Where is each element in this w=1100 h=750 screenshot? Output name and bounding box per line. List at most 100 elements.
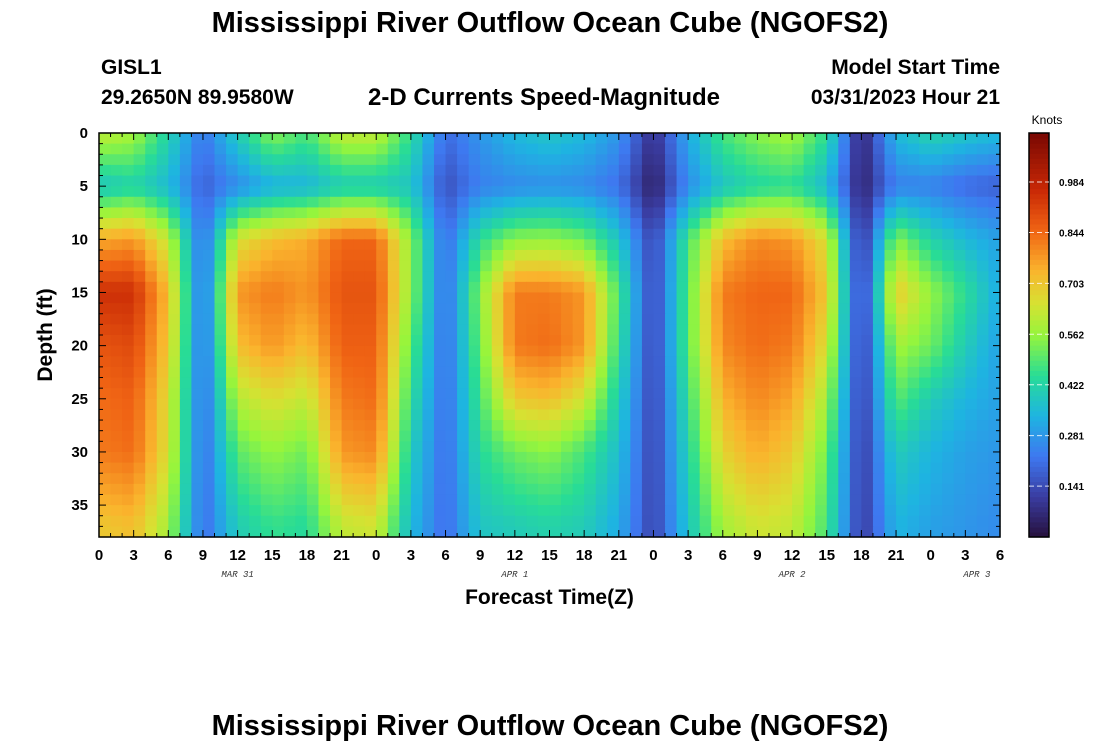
heatmap-cell	[930, 260, 943, 272]
heatmap-cell	[665, 218, 678, 230]
heatmap-cell	[410, 133, 424, 145]
heatmap-cell	[884, 239, 897, 251]
heatmap-cell	[988, 133, 1001, 145]
heatmap-cell	[249, 441, 262, 453]
heatmap-cell	[803, 356, 816, 368]
heatmap-cell	[907, 462, 920, 474]
heatmap-cell	[399, 398, 412, 411]
heatmap-cell	[872, 281, 886, 294]
heatmap-cell	[399, 218, 412, 230]
heatmap-cell	[988, 441, 1001, 453]
heatmap-cell	[595, 133, 608, 145]
heatmap-cell	[618, 335, 631, 347]
heatmap-cell	[653, 505, 666, 517]
heatmap-cell	[422, 462, 435, 474]
heatmap-cell	[849, 494, 862, 506]
heatmap-cell	[896, 303, 909, 315]
heatmap-cell	[249, 154, 262, 166]
heatmap-cell	[838, 462, 851, 474]
heatmap-cell	[99, 462, 112, 474]
heatmap-cell	[792, 196, 805, 209]
heatmap-cell	[930, 292, 943, 304]
heatmap-cell	[584, 335, 597, 347]
colorbar-segment	[1029, 244, 1049, 250]
heatmap-cell	[826, 441, 839, 453]
heatmap-cell	[711, 175, 724, 187]
heatmap-cell	[514, 164, 527, 177]
heatmap-cell	[99, 313, 112, 325]
heatmap-cell	[526, 483, 539, 496]
heatmap-cell	[896, 228, 909, 240]
heatmap-cell	[249, 462, 262, 474]
heatmap-cell	[665, 441, 678, 453]
heatmap-cell	[919, 451, 932, 464]
heatmap-cell	[976, 249, 990, 262]
heatmap-cell	[110, 388, 123, 400]
heatmap-cell	[306, 154, 320, 166]
heatmap-cell	[422, 335, 435, 347]
heatmap-cell	[237, 526, 250, 538]
heatmap-cell	[676, 260, 689, 272]
heatmap-cell	[422, 441, 435, 453]
heatmap-cell	[722, 324, 735, 336]
heatmap-cell	[99, 228, 112, 240]
heatmap-cell	[156, 228, 169, 240]
heatmap-cell	[919, 473, 932, 485]
heatmap-cell	[861, 196, 874, 209]
y-tick-label: 0	[80, 125, 88, 142]
heatmap-cell	[249, 164, 262, 177]
heatmap-cell	[919, 271, 932, 283]
heatmap-cell	[537, 133, 551, 145]
colorbar-segment	[1029, 441, 1049, 447]
heatmap-cell	[953, 154, 966, 166]
heatmap-cell	[607, 526, 620, 538]
heatmap-cell	[237, 164, 250, 177]
colorbar-segment	[1029, 481, 1049, 488]
heatmap-cell	[353, 462, 366, 474]
heatmap-cell	[584, 430, 597, 442]
heatmap-cell	[780, 483, 793, 496]
heatmap-cell	[110, 430, 123, 442]
colorbar-segment	[1029, 329, 1049, 336]
heatmap-cell	[884, 271, 897, 283]
heatmap-cell	[330, 239, 343, 251]
heatmap-cell	[722, 377, 735, 389]
heatmap-cell	[353, 303, 366, 315]
heatmap-cell	[133, 196, 146, 209]
heatmap-cell	[861, 505, 874, 517]
heatmap-cell	[503, 196, 516, 209]
heatmap-cell	[792, 462, 805, 474]
heatmap-cell	[826, 420, 839, 432]
heatmap-cell	[156, 451, 169, 464]
heatmap-cell	[330, 313, 343, 325]
heatmap-cell	[641, 249, 655, 262]
heatmap-cell	[953, 409, 966, 421]
heatmap-cell	[480, 441, 493, 453]
heatmap-cell	[768, 239, 782, 251]
heatmap-cell	[919, 388, 932, 400]
heatmap-cell	[145, 345, 158, 357]
heatmap-cell	[815, 483, 828, 496]
heatmap-cell	[803, 271, 816, 283]
heatmap-cell	[803, 218, 816, 230]
heatmap-cell	[457, 239, 470, 251]
heatmap-cell	[202, 207, 216, 219]
heatmap-cell	[260, 398, 273, 411]
heatmap-cell	[618, 505, 631, 517]
heatmap-cell	[849, 356, 862, 368]
heatmap-cell	[768, 292, 782, 304]
heatmap-cell	[665, 388, 678, 400]
heatmap-cell	[757, 175, 770, 187]
heatmap-cell	[272, 494, 285, 506]
heatmap-cell	[988, 154, 1001, 166]
colorbar-segment	[1029, 456, 1049, 462]
heatmap-cell	[780, 196, 793, 209]
heatmap-cell	[572, 313, 585, 325]
heatmap-cell	[861, 462, 874, 474]
heatmap-cell	[988, 377, 1001, 389]
heatmap-cell	[503, 515, 516, 527]
heatmap-cell	[907, 239, 920, 251]
heatmap-cell	[364, 303, 377, 315]
heatmap-cell	[838, 271, 851, 283]
heatmap-cell	[156, 377, 169, 389]
